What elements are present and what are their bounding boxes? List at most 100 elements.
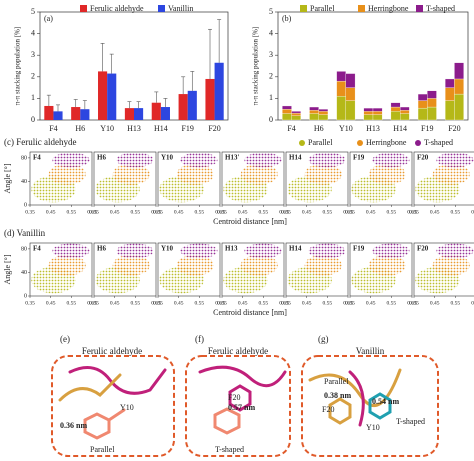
x-tick-label: 0.35 [281, 300, 291, 306]
x-tick-label: 0.45 [174, 209, 184, 215]
x-tick-label: H6 [75, 124, 85, 133]
legend-label: Vanillin [168, 4, 193, 13]
bar-segment [399, 106, 410, 111]
x-tick-label: 0.65 [279, 209, 289, 215]
x-tick-label: 0.45 [238, 209, 248, 215]
plot-frame [221, 242, 285, 297]
x-tick-label: 0.55 [451, 209, 461, 215]
x-tick-label: 0.35 [153, 300, 163, 306]
bar-segment [372, 111, 383, 115]
tshaped-cloud [436, 243, 474, 259]
herringbone-cloud [368, 254, 406, 276]
herringbone-cloud [432, 163, 470, 185]
x-tick-label: 0.65 [343, 209, 353, 215]
bar-segment [454, 78, 464, 95]
panel-label: F20 [417, 154, 429, 162]
bar-segment [399, 113, 410, 121]
x-tick-label: 0.55 [195, 300, 205, 306]
bar-segment [291, 115, 301, 121]
panel-label: H6 [97, 245, 106, 253]
bar-segment [345, 73, 356, 88]
x-tick-label: 0.35 [345, 300, 355, 306]
x-tick-label: 0.35 [281, 209, 291, 215]
bar [205, 78, 215, 120]
panel-label: F4 [33, 245, 41, 253]
structure-panels: (e) Ferulic aldehyde Y10 0.36 nm Paralle… [51, 334, 439, 457]
bar-segment [399, 110, 410, 114]
x-tick-label: 0.35 [217, 300, 227, 306]
x-tick-label: 0.65 [87, 209, 97, 215]
plot-frame [349, 242, 413, 297]
tshaped-cloud [244, 243, 282, 259]
bar-segment [309, 113, 319, 121]
x-tick-label: 0.65 [407, 209, 417, 215]
herringbone-cloud [112, 254, 150, 276]
y-tick-label: 5 [269, 7, 273, 16]
tshaped-cloud [372, 243, 410, 259]
bar [80, 109, 90, 120]
legend-swatch [158, 5, 165, 12]
legend-label: Parallel [310, 4, 335, 13]
legend-swatch [300, 5, 307, 12]
x-tick-label: 0.45 [366, 209, 376, 215]
legend-label: Ferulic aldehyde [90, 4, 144, 13]
annotation: T-shaped [396, 417, 425, 426]
panel-label: H13 [225, 245, 238, 253]
scatter-panel: F19 0.35 0.45 0.55 0.65 [345, 151, 417, 215]
tshaped-cloud [244, 152, 282, 168]
x-tick-label: 0.45 [430, 209, 440, 215]
panel-label: (e) [60, 334, 70, 344]
y-axis-label: π-π stacking population [%] [14, 27, 22, 105]
tshaped-cloud [308, 152, 346, 168]
x-tick-label: Y10 [339, 124, 353, 133]
y-tick-label: 1 [31, 93, 35, 102]
bar-segment [363, 107, 374, 112]
annotation: 0.54 nm [372, 397, 399, 406]
frame [185, 355, 291, 457]
bar [53, 111, 63, 120]
y-tick-label: 0 [269, 115, 273, 124]
x-tick-label: H13 [127, 124, 141, 133]
molecule-drawing [58, 365, 402, 440]
bar-segment [336, 71, 347, 82]
bar-segment [363, 111, 374, 115]
bar-segment [372, 107, 383, 112]
panel-title: Ferulic aldehyde [208, 346, 268, 356]
scatter-panel: H14 0.35 0.45 0.55 0.65 [281, 151, 353, 215]
herringbone-cloud [240, 163, 278, 185]
plot-frame [221, 151, 285, 206]
annotation: 0.36 nm [60, 421, 87, 430]
x-tick-label: F20 [208, 124, 220, 133]
x-tick-label: 0.55 [451, 300, 461, 306]
x-tick-label: 0.55 [131, 209, 141, 215]
x-tick-label: 0.55 [67, 300, 77, 306]
bar-segment [291, 111, 301, 114]
herringbone-cloud [304, 163, 342, 185]
y-tick-label: 40 [21, 270, 27, 276]
panel-label: F19 [353, 154, 365, 162]
tshaped-cloud [116, 243, 154, 259]
tshaped-cloud [436, 152, 474, 168]
scatter-panel: F20 0.35 0.45 0.55 0.65 [409, 242, 474, 306]
x-tick-label: 0.65 [151, 209, 161, 215]
x-tick-label: 0.45 [110, 209, 120, 215]
panel-label: H14 [289, 245, 302, 253]
bar-segment [363, 114, 374, 121]
bar-segment [336, 96, 347, 121]
y-tick-label: 80 [21, 246, 27, 252]
plot-frame [285, 151, 349, 206]
scatter-panel: Y10 0.35 0.45 0.55 0.65 [153, 242, 225, 306]
x-tick-label: 0.35 [89, 209, 99, 215]
panel-label: (a) [44, 14, 53, 23]
x-tick-label: 0.55 [387, 209, 397, 215]
x-tick-label: 0.45 [302, 300, 312, 306]
herringbone-cloud [112, 163, 150, 185]
x-tick-label: H14 [393, 124, 407, 133]
x-tick-label: 0.55 [195, 209, 205, 215]
y-tick-label: 0 [31, 115, 35, 124]
herringbone-cloud [48, 163, 86, 185]
tshaped-cloud [116, 152, 154, 168]
legend-swatch [416, 5, 423, 12]
x-axis-label: Centroid distance [nm] [213, 308, 287, 317]
bar-segment [318, 111, 329, 115]
